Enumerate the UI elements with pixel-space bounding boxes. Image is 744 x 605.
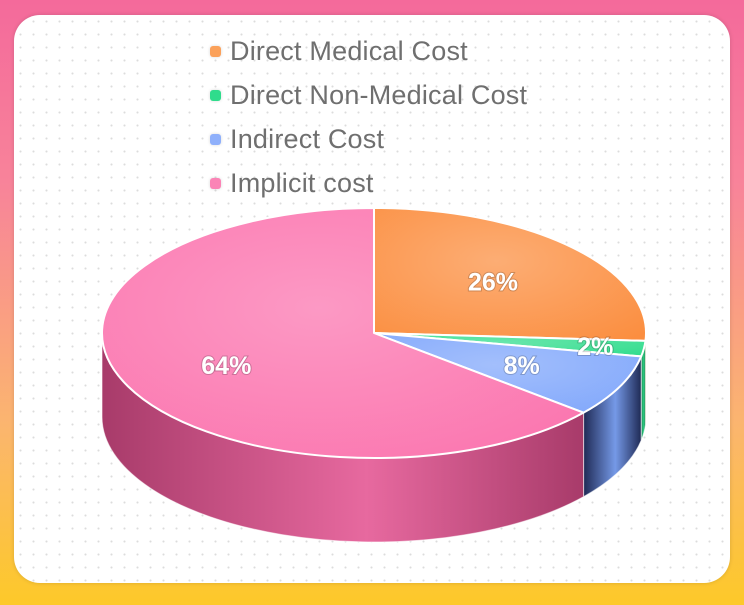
pie-tops	[101, 207, 647, 459]
pie-slice-direct-medical-cost[interactable]	[373, 207, 647, 342]
pie-label-direct-medical-cost: 26%	[468, 269, 518, 297]
pie-label-direct-non-medical-cost: 2%	[577, 333, 613, 361]
pie-slice-indirect-cost[interactable]	[373, 332, 643, 414]
pie-label-implicit-cost: 64%	[201, 352, 251, 380]
legend-item-direct-medical-cost[interactable]: Direct Medical Cost	[210, 29, 527, 73]
pie-label-indirect-cost: 8%	[504, 352, 540, 380]
pie-slice-implicit-cost[interactable]	[101, 207, 585, 459]
legend-swatch-direct-non-medical-cost	[210, 89, 221, 101]
legend-item-direct-non-medical-cost[interactable]: Direct Non-Medical Cost	[210, 73, 527, 117]
legend: Direct Medical Cost Direct Non-Medical C…	[210, 29, 527, 205]
legend-item-indirect-cost[interactable]: Indirect Cost	[210, 117, 527, 161]
legend-swatch-implicit-cost	[210, 177, 221, 189]
legend-label: Direct Medical Cost	[230, 35, 468, 66]
pie-labels: 26% 2% 8% 64%	[200, 268, 614, 381]
legend-label: Indirect Cost	[230, 123, 385, 154]
legend-item-implicit-cost[interactable]: Implicit cost	[210, 161, 527, 205]
legend-label: Implicit cost	[230, 167, 374, 198]
legend-label: Direct Non-Medical Cost	[230, 79, 528, 110]
legend-swatch-direct-medical-cost	[210, 45, 221, 57]
legend-swatch-indirect-cost	[210, 133, 221, 145]
